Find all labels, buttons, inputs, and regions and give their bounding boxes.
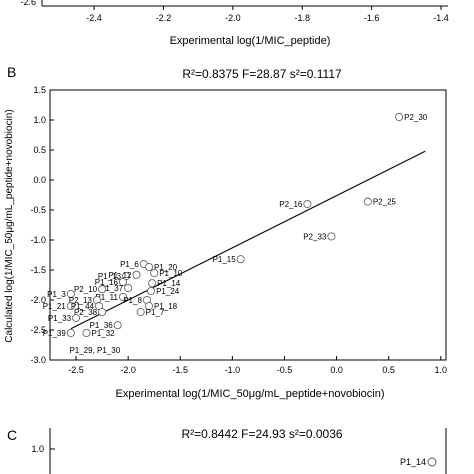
panel-b-y-tick-label: 1.0 [33, 115, 46, 125]
panel-b-y-tick-label: -3.0 [30, 355, 46, 365]
panel-b-x-tick-label: -0.5 [277, 365, 293, 375]
panel-b-point-label: P1_12 [108, 271, 132, 280]
panel-a-x-tick-label: -2.0 [225, 13, 241, 23]
panel-b-point-label: P1_39 [43, 329, 67, 338]
panel-b-point-label: P1_8 [123, 296, 142, 305]
panel-b-point [98, 307, 107, 317]
panel-b-point [395, 112, 404, 122]
panel-b-plot-frame [49, 89, 447, 361]
panel-a-x-tick-label: -1.4 [433, 13, 449, 23]
panel-a-x-axis-label: Experimental log(1/MIC_peptide) [170, 35, 331, 47]
panel-b-y-tick-label: -1.0 [30, 235, 46, 245]
panel-b-x-axis-label: Experimental log(1/MIC_50μg/mL_peptide+n… [116, 388, 385, 400]
panel-b-stats: R²=0.8375 F=28.87 s²=0.1117 [182, 67, 342, 81]
panel-b-point [136, 307, 145, 317]
panel-b-point [66, 328, 75, 338]
panel-b-x-tick-label: -2.5 [68, 365, 84, 375]
panel-b-fit-line [70, 150, 426, 330]
panel-b-point [66, 301, 75, 311]
panel-b-point [72, 313, 81, 323]
panel-b-point [236, 255, 245, 264]
panel-b-x-tick-label: 0.5 [382, 365, 395, 375]
panel-b-point-label: P1_11 [95, 293, 118, 302]
panel-b-point-label: P2_13 [69, 296, 93, 305]
panel-b-y-tick-label: 0.5 [33, 145, 46, 155]
panel-b-point-label: P2_38 [74, 308, 98, 317]
panel-b-point [144, 262, 154, 272]
panel-b-point [327, 232, 336, 241]
panel-b-point [124, 283, 133, 293]
panel-a-x-tick-label: -1.6 [364, 13, 380, 23]
panel-c-point [427, 457, 437, 467]
panel-b-point [113, 321, 122, 330]
panel-b-y-tick-label: -2.5 [30, 325, 46, 335]
panel-c-stats: R²=0.8442 F=24.93 s²=0.0036 [181, 427, 342, 441]
panel-b-point-label: P1_13 [98, 272, 122, 281]
panel-b-y-axis-label: Calculated log(1/MIC_50μg/mL_peptide+nov… [4, 109, 15, 342]
panel-b-point-label: P1_37 [100, 284, 124, 293]
panel-b-x-tick-label: 0.0 [330, 365, 343, 375]
panel-b-y-tick-label: 0.0 [33, 175, 46, 185]
panel-b-point-label: P1_33 [48, 314, 72, 323]
panel-b-x-tick-label: 1.0 [435, 365, 448, 375]
panel-c-y-tick-label: 1.0 [31, 444, 44, 454]
panel-b-point-label: P1_14 [157, 279, 181, 288]
panel-b-point [118, 292, 127, 302]
panel-a-x-tick-label: -2.4 [86, 13, 102, 23]
panel-b-point-label: P1_10 [159, 269, 183, 278]
panel-b-point-label: P2_16 [279, 200, 303, 209]
panel-b-point-label: P1_21 [43, 302, 67, 311]
panel-a-x-tick-label: -2.2 [156, 13, 172, 23]
panel-b-y-tick-label: -2.0 [30, 295, 46, 305]
panel-b-free-label: P1_29, P1_30 [69, 346, 120, 355]
panel-b-point [118, 277, 127, 287]
panel-b-point [363, 197, 372, 206]
panel-a-y-tick-label: -2.6 [20, 0, 36, 7]
panel-b-point-label: P2_30 [404, 113, 428, 122]
panel-b-point-label: P1_32 [91, 329, 115, 338]
panel-b-point [303, 199, 312, 209]
panel-c-point-label: P1_14 [400, 457, 426, 467]
panel-b-point [148, 279, 157, 288]
panel-b-point [66, 289, 75, 299]
panel-a-x-tick-label: -1.8 [294, 13, 310, 23]
panel-b-point-label: P2_25 [373, 198, 397, 207]
panel-b: B R²=0.8375 F=28.87 s²=0.1117 -2.5 -2.0 -1… [4, 64, 447, 400]
panel-b-point [82, 328, 91, 338]
panel-a: -2.6 -2.4 -2.2 -2.0 -1.8 -1.6 -1.4 Experiment… [20, 0, 449, 47]
panel-b-point [98, 285, 107, 294]
panel-b-y-tick-label: -1.5 [30, 265, 46, 275]
panel-b-point [147, 286, 156, 296]
panel-b-point-label: P1_7 [146, 308, 165, 317]
panel-b-ticks: -2.5 -2.0 -1.5 -1.0 -0.5 0.0 0.5 1.0 1.5 1.0 0.5 0.… [30, 85, 447, 375]
panel-b-point-label: P2_33 [303, 232, 327, 241]
panel-a-x-ticks: -2.4 -2.2 -2.0 -1.8 -1.6 -1.4 [86, 6, 449, 23]
panel-b-point-label: P1_3 [47, 290, 66, 299]
panel-b-point-label: P1_18 [154, 302, 178, 311]
panel-b-point [150, 268, 159, 278]
panel-b-point [132, 270, 141, 279]
panel-b-y-tick-label: -0.5 [30, 205, 46, 215]
panel-b-point [144, 301, 154, 311]
panel-b-x-tick-label: -2.0 [120, 365, 136, 375]
panel-c: C R²=0.8442 F=24.93 s²=0.0036 1.0 P1_14 [7, 427, 447, 474]
panel-b-point-label: P1_6 [120, 260, 139, 269]
panel-b-y-tick-label: 1.5 [33, 85, 46, 95]
panel-b-point-label: P1_20 [154, 263, 178, 272]
panel-c-letter: C [7, 427, 17, 443]
panel-b-point-label: P1_24 [156, 287, 180, 296]
panel-b-x-tick-label: -1.0 [225, 365, 241, 375]
panel-b-point-label: P1_16 [95, 278, 119, 287]
panel-b-fit-line-group [70, 150, 426, 330]
panel-b-x-tick-label: -1.5 [173, 365, 189, 375]
panel-b-point-label: P1_44 [71, 302, 95, 311]
panel-b-point-label: P1_36 [90, 321, 114, 330]
panel-b-point-label: P1_15 [213, 255, 237, 264]
panel-b-point-label: P2_10 [74, 285, 98, 294]
panel-b-letter: B [7, 64, 16, 80]
